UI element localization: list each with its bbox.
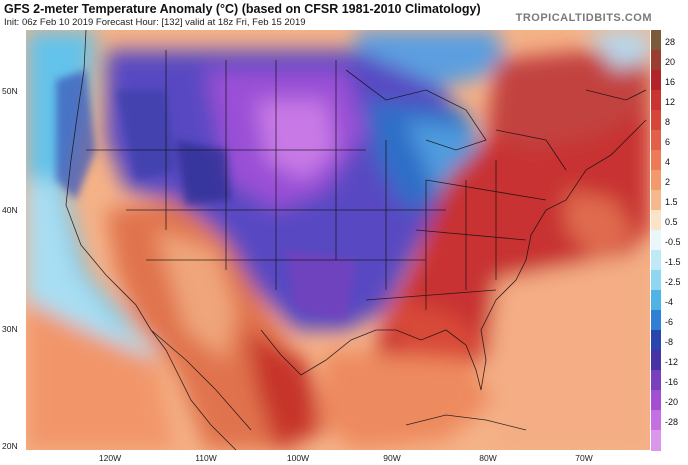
colorbar-label: -4: [665, 297, 674, 307]
colorbar-label: 16: [665, 77, 676, 87]
colorbar-label: -8: [665, 337, 674, 347]
colorbar-swatch: [651, 430, 661, 451]
colorbar-label: -12: [665, 357, 679, 367]
colorbar-label: -0.5: [665, 237, 681, 247]
colorbar-swatch: [651, 270, 661, 291]
colorbar-swatch: [651, 70, 661, 91]
colorbar-swatch: [651, 150, 661, 171]
lon-label-90w: 90W: [383, 453, 401, 463]
lat-label-20n: 20N: [2, 441, 18, 451]
colorbar-label: 28: [665, 37, 676, 47]
colorbar-swatch: [651, 310, 661, 331]
lat-label-40n: 40N: [2, 205, 18, 215]
colorbar-swatch: [651, 290, 661, 311]
colorbar-swatch: [651, 370, 661, 391]
lat-label-50n: 50N: [2, 86, 18, 96]
colorbar-swatch: [651, 190, 661, 211]
colorbar-label: 8: [665, 117, 671, 127]
lon-label-80w: 80W: [479, 453, 497, 463]
forecast-info: Init: 06z Feb 10 2019 Forecast Hour: [13…: [4, 17, 306, 28]
color-scale-legend: 28 20 16 12 8 6 4 2 1.5 0.5 -0.5 -1.5 -2.5 -4 -6 -8 -12 -…: [651, 30, 688, 451]
lon-label-110w: 110W: [195, 453, 217, 463]
colorbar-label: -6: [665, 317, 674, 327]
colorbar-swatch: [651, 230, 661, 251]
map-title: GFS 2-meter Temperature Anomaly (°C) (ba…: [4, 2, 481, 16]
colorbar-swatch: [651, 350, 661, 371]
site-brand: TROPICALTIDBITS.COM: [515, 12, 652, 24]
temperature-anomaly-map: [26, 30, 650, 450]
colorbar-label: 4: [665, 157, 671, 167]
colorbar-swatch: [651, 110, 661, 131]
colorbar-swatch: [651, 50, 661, 71]
colorbar-label: 6: [665, 137, 671, 147]
colorbar-swatch: [651, 250, 661, 271]
longitude-axis: 120W 110W 100W 90W 80W 70W: [26, 450, 650, 465]
colorbar-label: -28: [665, 417, 679, 427]
lon-label-100w: 100W: [286, 453, 310, 463]
map-header: GFS 2-meter Temperature Anomaly (°C) (ba…: [0, 0, 688, 30]
colorbar-label: 20: [665, 57, 676, 67]
colorbar-label: 2: [665, 177, 671, 187]
lat-label-30n: 30N: [2, 324, 18, 334]
colorbar-swatch: [651, 330, 661, 351]
colorbar-label: -2.5: [665, 277, 681, 287]
colorbar-swatch: [651, 410, 661, 431]
colorbar-swatch: [651, 90, 661, 111]
colorbar-swatch: [651, 210, 661, 231]
colorbar-swatch: [651, 30, 661, 51]
lon-label-70w: 70W: [575, 453, 593, 463]
colorbar-label: -20: [665, 397, 679, 407]
colorbar-label: -16: [665, 377, 679, 387]
colorbar-label: 12: [665, 97, 676, 107]
lon-label-120w: 120W: [98, 453, 122, 463]
colorbar-label: -1.5: [665, 257, 681, 267]
colorbar-label: 0.5: [665, 217, 678, 227]
colorbar-swatch: [651, 390, 661, 411]
colorbar-swatch: [651, 170, 661, 191]
latitude-axis: 50N 40N 30N 20N: [0, 30, 26, 451]
colorbar-swatch: [651, 130, 661, 151]
colorbar-label: 1.5: [665, 197, 678, 207]
